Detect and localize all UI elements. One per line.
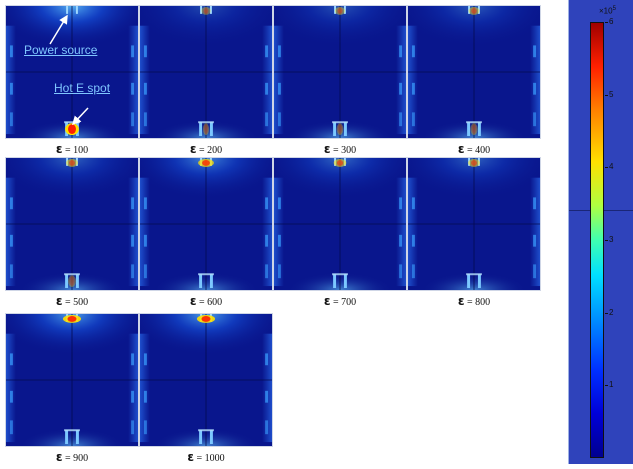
colorbar-tick: [605, 240, 608, 241]
epsilon-symbol: ε: [457, 142, 465, 156]
colorbar-tick: [605, 22, 608, 23]
colorbar-tick-label: 2: [609, 307, 614, 317]
panel-caption: ε = 400: [407, 143, 541, 157]
colorbar: [590, 22, 604, 458]
field-panel: [5, 157, 139, 291]
field-panel: [5, 313, 139, 447]
panel-caption: ε = 600: [139, 295, 273, 309]
panel-caption: ε = 300: [273, 143, 407, 157]
epsilon-symbol: ε: [189, 142, 197, 156]
colorbar-tick-label: 4: [609, 162, 614, 172]
epsilon-value: = 1000: [194, 453, 225, 464]
colorbar-tick: [605, 312, 608, 314]
field-panel: [139, 157, 273, 291]
epsilon-value: = 500: [62, 297, 89, 308]
epsilon-symbol: ε: [323, 142, 331, 156]
panel-caption: ε = 500: [5, 295, 139, 309]
panel-caption: ε = 700: [273, 295, 407, 309]
epsilon-value: = 900: [62, 453, 89, 464]
field-panel: [407, 5, 541, 139]
field-panel: [407, 157, 541, 291]
panel-caption: ε = 900: [5, 451, 139, 465]
epsilon-symbol: ε: [457, 294, 465, 308]
epsilon-value: = 400: [464, 145, 491, 156]
field-panel: [273, 5, 407, 139]
epsilon-symbol: ε: [323, 294, 331, 308]
epsilon-symbol: ε: [55, 450, 63, 464]
epsilon-symbol: ε: [55, 142, 63, 156]
field-panel: [273, 157, 407, 291]
panel-caption: ε = 200: [139, 143, 273, 157]
hot-spot-label: Hot E spot: [54, 81, 111, 95]
epsilon-symbol: ε: [55, 294, 63, 308]
field-panel: [5, 5, 139, 139]
colorbar-panel: ×105 6 5 4 3 2 1: [568, 0, 633, 464]
epsilon-symbol: ε: [189, 294, 197, 308]
colorbar-tick: [605, 385, 608, 387]
colorbar-tick-label: 1: [609, 380, 614, 390]
epsilon-value: = 800: [464, 297, 491, 308]
epsilon-value: = 600: [196, 297, 223, 308]
panel-caption: ε = 1000: [139, 451, 273, 465]
panel-caption: ε = 100: [5, 143, 139, 157]
epsilon-symbol: ε: [187, 450, 195, 464]
colorbar-scale: ×105: [599, 6, 616, 16]
colorbar-tick: [605, 94, 608, 96]
colorbar-tick-label: 6: [609, 17, 614, 26]
colorbar-tick: [605, 167, 608, 169]
epsilon-value: = 700: [330, 297, 357, 308]
epsilon-value: = 200: [196, 145, 223, 156]
epsilon-value: = 300: [330, 145, 357, 156]
power-source-label: Power source: [24, 43, 98, 57]
colorbar-tick-label: 5: [609, 89, 614, 99]
colorbar-tick-label: 3: [609, 235, 614, 244]
epsilon-value: = 100: [62, 145, 89, 156]
field-panel: [139, 5, 273, 139]
panel-caption: ε = 800: [407, 295, 541, 309]
field-panel: [139, 313, 273, 447]
